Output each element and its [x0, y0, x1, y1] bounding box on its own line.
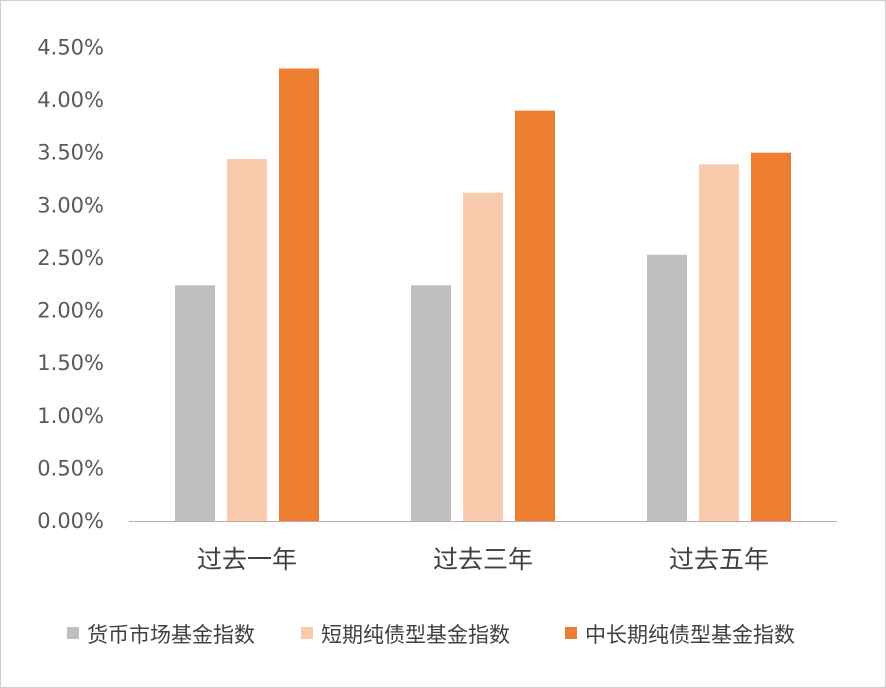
x-category-label: 过去一年 [197, 545, 297, 574]
y-axis: 0.00% 0.50% 1.00% 1.50% 2.00% 2.50% 3.00% 3.50%… [37, 36, 104, 534]
bar-1-1 [175, 285, 215, 521]
bar-1-3 [647, 254, 687, 521]
bar-1-2 [411, 285, 451, 521]
bar-3-3 [751, 152, 791, 521]
bars [175, 68, 791, 522]
legend-swatch [67, 627, 79, 639]
bar-2-1 [227, 159, 267, 521]
x-axis: 过去一年 过去三年 过去五年 [197, 545, 769, 574]
y-tick-label: 1.50% [37, 351, 104, 375]
bar-2-3 [699, 164, 739, 521]
legend: 货币市场基金指数 短期纯债型基金指数 中长期纯债型基金指数 [67, 623, 795, 647]
y-tick-label: 3.00% [37, 193, 104, 217]
bar-3-1 [279, 68, 319, 522]
y-tick-label: 0.00% [37, 509, 104, 533]
y-tick-label: 3.50% [37, 141, 104, 165]
legend-label: 短期纯债型基金指数 [321, 623, 510, 647]
y-tick-label: 2.50% [37, 246, 104, 270]
bar-2-2 [463, 192, 503, 521]
legend-swatch [301, 627, 313, 639]
y-tick-label: 4.00% [37, 88, 104, 112]
y-tick-label: 2.00% [37, 299, 104, 323]
x-category-label: 过去三年 [433, 545, 533, 574]
y-tick-label: 4.50% [37, 36, 104, 60]
legend-label: 中长期纯债型基金指数 [585, 623, 795, 647]
y-tick-label: 1.00% [37, 404, 104, 428]
y-tick-label: 0.50% [37, 456, 104, 480]
bar-3-2 [515, 110, 555, 521]
x-category-label: 过去五年 [669, 545, 769, 574]
legend-label: 货币市场基金指数 [87, 623, 255, 647]
legend-swatch [565, 627, 577, 639]
